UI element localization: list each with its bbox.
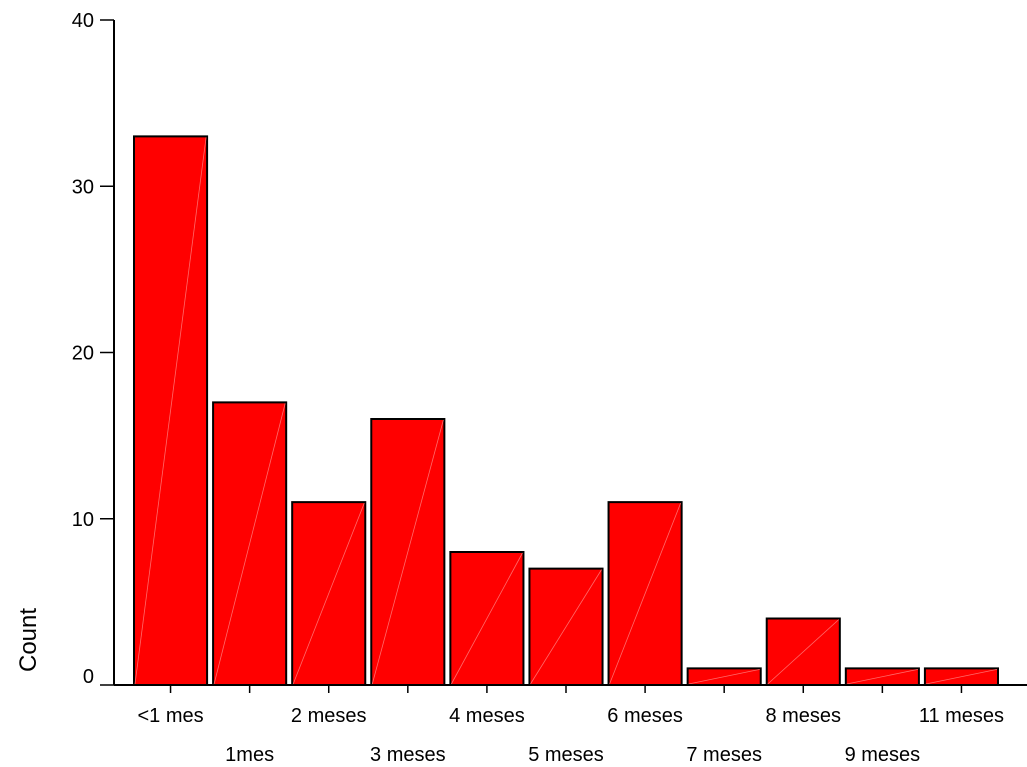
y-tick-label-0: 0 (83, 666, 94, 688)
bar-shade-4 (451, 552, 523, 685)
x-tick-label-9: 9 meses (845, 744, 921, 766)
x-tick-label-2: 2 meses (291, 705, 367, 727)
x-tick-label-8: 8 meses (765, 705, 841, 727)
x-tick-label-7: 7 meses (686, 744, 762, 766)
y-ticks-group: 0 10 20 30 40 (72, 10, 114, 688)
bar-shade-6 (609, 502, 682, 685)
bar-shade-10 (925, 668, 998, 685)
y-axis-label: Count (15, 608, 42, 672)
bar-shade-7 (688, 668, 760, 685)
bar-shade-2 (292, 502, 365, 685)
y-tick-label-4: 40 (72, 10, 94, 32)
y-tick-label-2: 20 (72, 343, 94, 365)
x-tick-label-4: 4 meses (449, 705, 525, 727)
y-tick-label-3: 30 (72, 176, 94, 198)
bar-shade-9 (846, 668, 918, 685)
bar-shade-3 (371, 419, 444, 685)
bar-shade-1 (213, 403, 286, 685)
x-tick-label-1: 1mes (225, 744, 274, 766)
bar-shade-5 (530, 569, 602, 685)
x-tick-label-0: <1 mes (137, 705, 203, 727)
y-tick-label-1: 10 (72, 509, 94, 531)
x-tick-label-6: 6 meses (607, 705, 683, 727)
bar-shade-0 (134, 137, 207, 685)
bar-shade-8 (767, 619, 840, 685)
x-tick-label-5: 5 meses (528, 744, 604, 766)
x-tick-label-3: 3 meses (370, 744, 446, 766)
bars-group (133, 135, 1000, 686)
x-tick-label-10: 11 meses (919, 705, 1004, 727)
